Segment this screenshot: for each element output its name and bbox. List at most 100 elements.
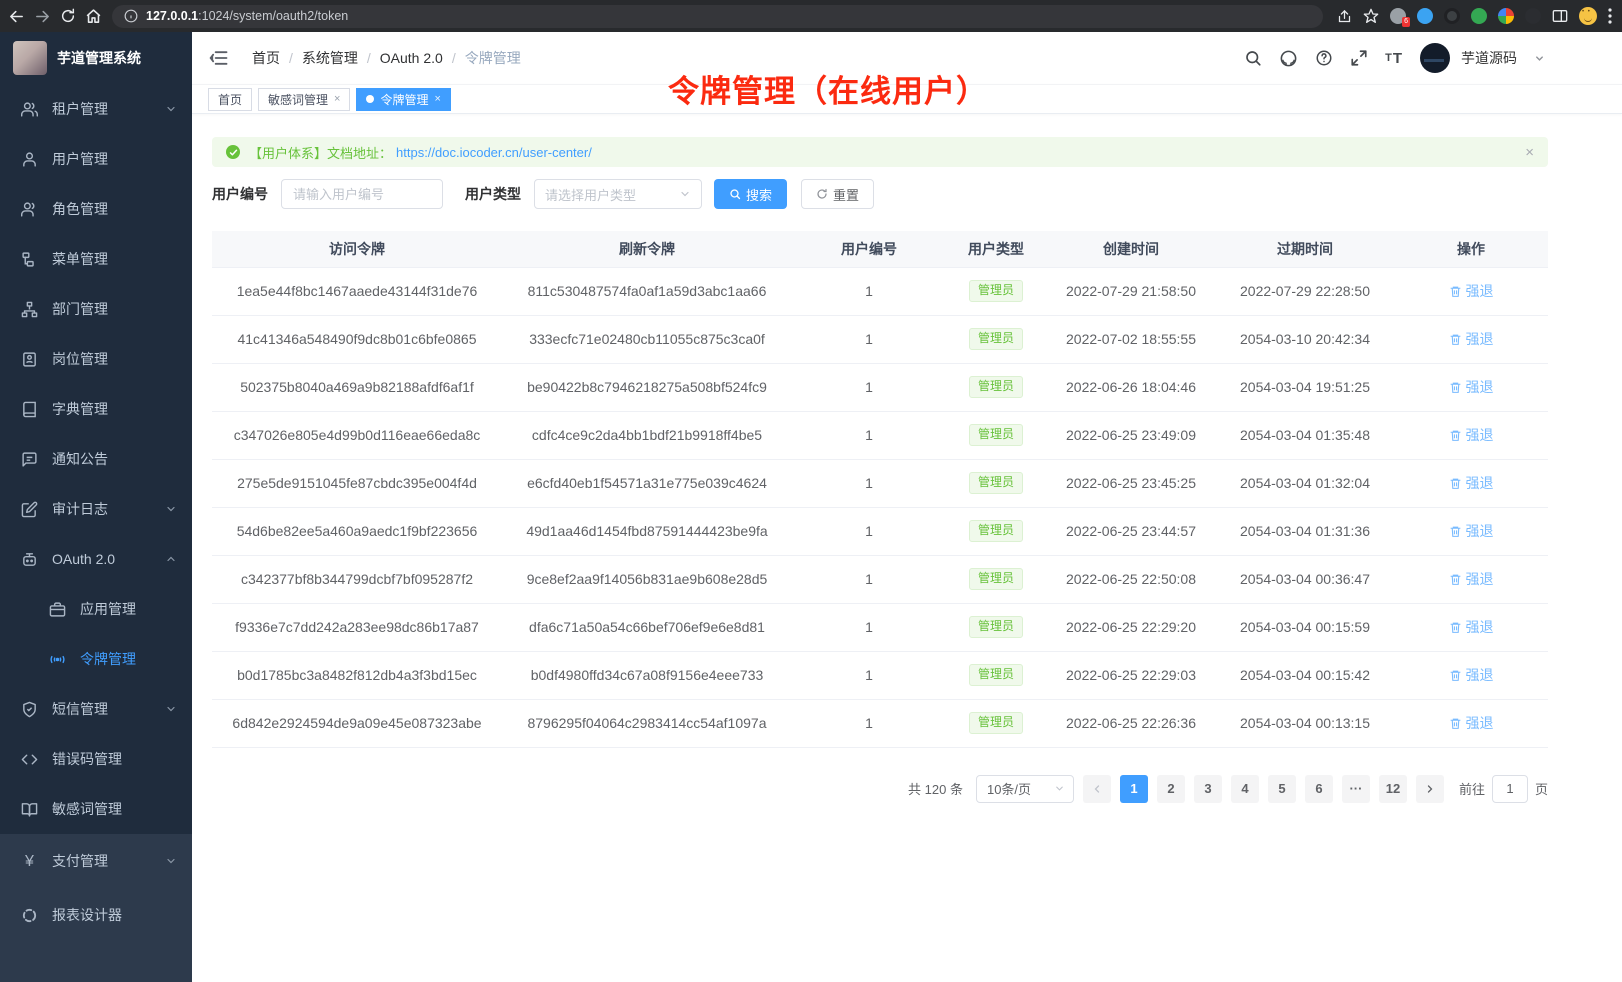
extension-icon[interactable] [1525,8,1541,24]
sidebar-item-oauth2-token[interactable]: 令牌管理 [0,634,192,684]
sidebar-item-tenant[interactable]: 租户管理 [0,84,192,134]
force-logout-button[interactable]: 强退 [1449,665,1494,685]
fullscreen-icon[interactable] [1350,49,1368,67]
sidebar-item-report[interactable]: 报表设计器 [0,888,192,942]
success-check-icon [226,145,240,159]
search-icon[interactable] [1244,49,1262,67]
page-button[interactable]: 6 [1304,774,1333,803]
reset-button[interactable]: 重置 [801,179,875,209]
breadcrumb-oauth2[interactable]: OAuth 2.0 [379,50,443,66]
github-icon[interactable] [1279,49,1298,68]
extension-badge: 6 [1402,17,1410,27]
sidebar-item-audit[interactable]: 审计日志 [0,484,192,534]
tab-token-management[interactable]: 令牌管理 × [356,87,451,111]
extensions-puzzle-icon[interactable] [1498,8,1514,24]
help-icon[interactable] [1315,49,1333,67]
alert-close-icon[interactable]: × [1525,143,1534,161]
sidebar-item-oauth2[interactable]: OAuth 2.0 [0,534,192,584]
trash-icon [1450,670,1460,681]
force-logout-button[interactable]: 强退 [1449,713,1494,733]
force-logout-button[interactable]: 强退 [1449,425,1494,445]
close-icon[interactable]: × [434,93,441,105]
sidebar-item-sensitive[interactable]: 敏感词管理 [0,784,192,834]
goto-page-input[interactable] [1491,774,1528,803]
share-icon[interactable] [1337,9,1352,24]
sidebar-item-errcode[interactable]: 错误码管理 [0,734,192,784]
page-button[interactable]: 1 [1119,774,1148,803]
sidebar-item-role[interactable]: 角色管理 [0,184,192,234]
trash-icon [1450,622,1460,633]
breadcrumb-system[interactable]: 系统管理 [301,50,358,66]
extension-icon[interactable] [1471,8,1487,24]
sidebar-item-dict[interactable]: 字典管理 [0,384,192,434]
url-text: 127.0.0.1:1024/system/oauth2/token [146,9,349,23]
trash-icon [1450,478,1460,489]
force-logout-button[interactable]: 强退 [1449,281,1494,301]
breadcrumb-home[interactable]: 首页 [252,50,280,66]
page-unit-label: 页 [1534,782,1548,797]
extension-icon[interactable] [1444,8,1460,24]
sidebar-item-notice[interactable]: 通知公告 [0,434,192,484]
sidebar-item-post[interactable]: 岗位管理 [0,334,192,384]
username[interactable]: 芋道源码 [1461,50,1517,66]
table-row: 1ea5e44f8bc1467aaede43144f31de76 811c5304… [212,266,1548,316]
user-type-select[interactable]: 请选择用户类型 [534,179,702,209]
force-logout-button[interactable]: 强退 [1449,473,1494,493]
chevron-left-icon [1094,784,1100,793]
browser-menu-icon[interactable] [1608,8,1612,24]
browser-toolbar-icons: 6 [1337,7,1622,27]
profile-avatar[interactable] [1579,7,1597,25]
forward-icon[interactable] [34,8,51,25]
app-logo[interactable]: 芋道管理系统 [0,32,192,84]
site-info-icon[interactable] [124,9,138,23]
home-icon[interactable] [85,8,102,25]
sidebar-item-oauth2-app[interactable]: 应用管理 [0,584,192,634]
sidebar: 芋道管理系统 租户管理 用户管理 角色管理 菜单管理 [0,32,192,982]
close-icon[interactable]: × [334,93,341,105]
tab-sensitive-words[interactable]: 敏感词管理 × [258,87,351,111]
doc-link[interactable]: https://doc.iocoder.cn/user-center/ [396,144,592,160]
col-access-token: 访问令牌 [212,231,502,267]
reload-icon[interactable] [60,8,76,24]
user-type-tag: 管理员 [968,472,1023,494]
force-logout-button[interactable]: 强退 [1449,569,1494,589]
sidebar-item-user[interactable]: 用户管理 [0,134,192,184]
force-logout-button[interactable]: 强退 [1449,329,1494,349]
page-button[interactable]: 4 [1230,774,1259,803]
page-button[interactable]: 3 [1193,774,1222,803]
force-logout-button[interactable]: 强退 [1449,377,1494,397]
page-button[interactable]: 5 [1267,774,1296,803]
chevron-down-icon [167,506,175,512]
dict-icon [23,401,36,417]
sidebar-item-dept[interactable]: 部门管理 [0,284,192,334]
search-button[interactable]: 搜索 [714,179,788,209]
collapse-sidebar-icon[interactable] [209,48,229,68]
prev-page-button[interactable] [1082,774,1111,803]
app-title: 芋道管理系统 [57,50,141,66]
tab-home[interactable]: 首页 [208,87,253,111]
split-view-icon[interactable] [1552,9,1568,23]
back-icon[interactable] [8,8,25,25]
col-refresh-token: 刷新令牌 [502,231,792,267]
trash-icon [1450,334,1460,345]
sidebar-item-pay[interactable]: ¥ 支付管理 [0,834,192,888]
page-button[interactable]: 2 [1156,774,1185,803]
page-button[interactable]: 12 [1378,774,1407,803]
chevron-down-icon[interactable] [1534,53,1545,64]
sidebar-item-sms[interactable]: 短信管理 [0,684,192,734]
extension-icon[interactable] [1417,8,1433,24]
report-icon [22,908,37,922]
more-pages-button[interactable]: ··· [1341,774,1370,803]
next-page-button[interactable] [1415,774,1444,803]
force-logout-button[interactable]: 强退 [1449,617,1494,637]
bookmark-star-icon[interactable] [1363,8,1379,24]
page-size-select[interactable]: 10条/页 [975,774,1074,803]
address-bar[interactable]: 127.0.0.1:1024/system/oauth2/token [112,4,1323,28]
user-id-input[interactable] [281,179,443,209]
sidebar-item-menu[interactable]: 菜单管理 [0,234,192,284]
user-avatar[interactable] [1420,43,1450,73]
extension-icon[interactable]: 6 [1390,8,1410,27]
force-logout-button[interactable]: 强退 [1449,521,1494,541]
